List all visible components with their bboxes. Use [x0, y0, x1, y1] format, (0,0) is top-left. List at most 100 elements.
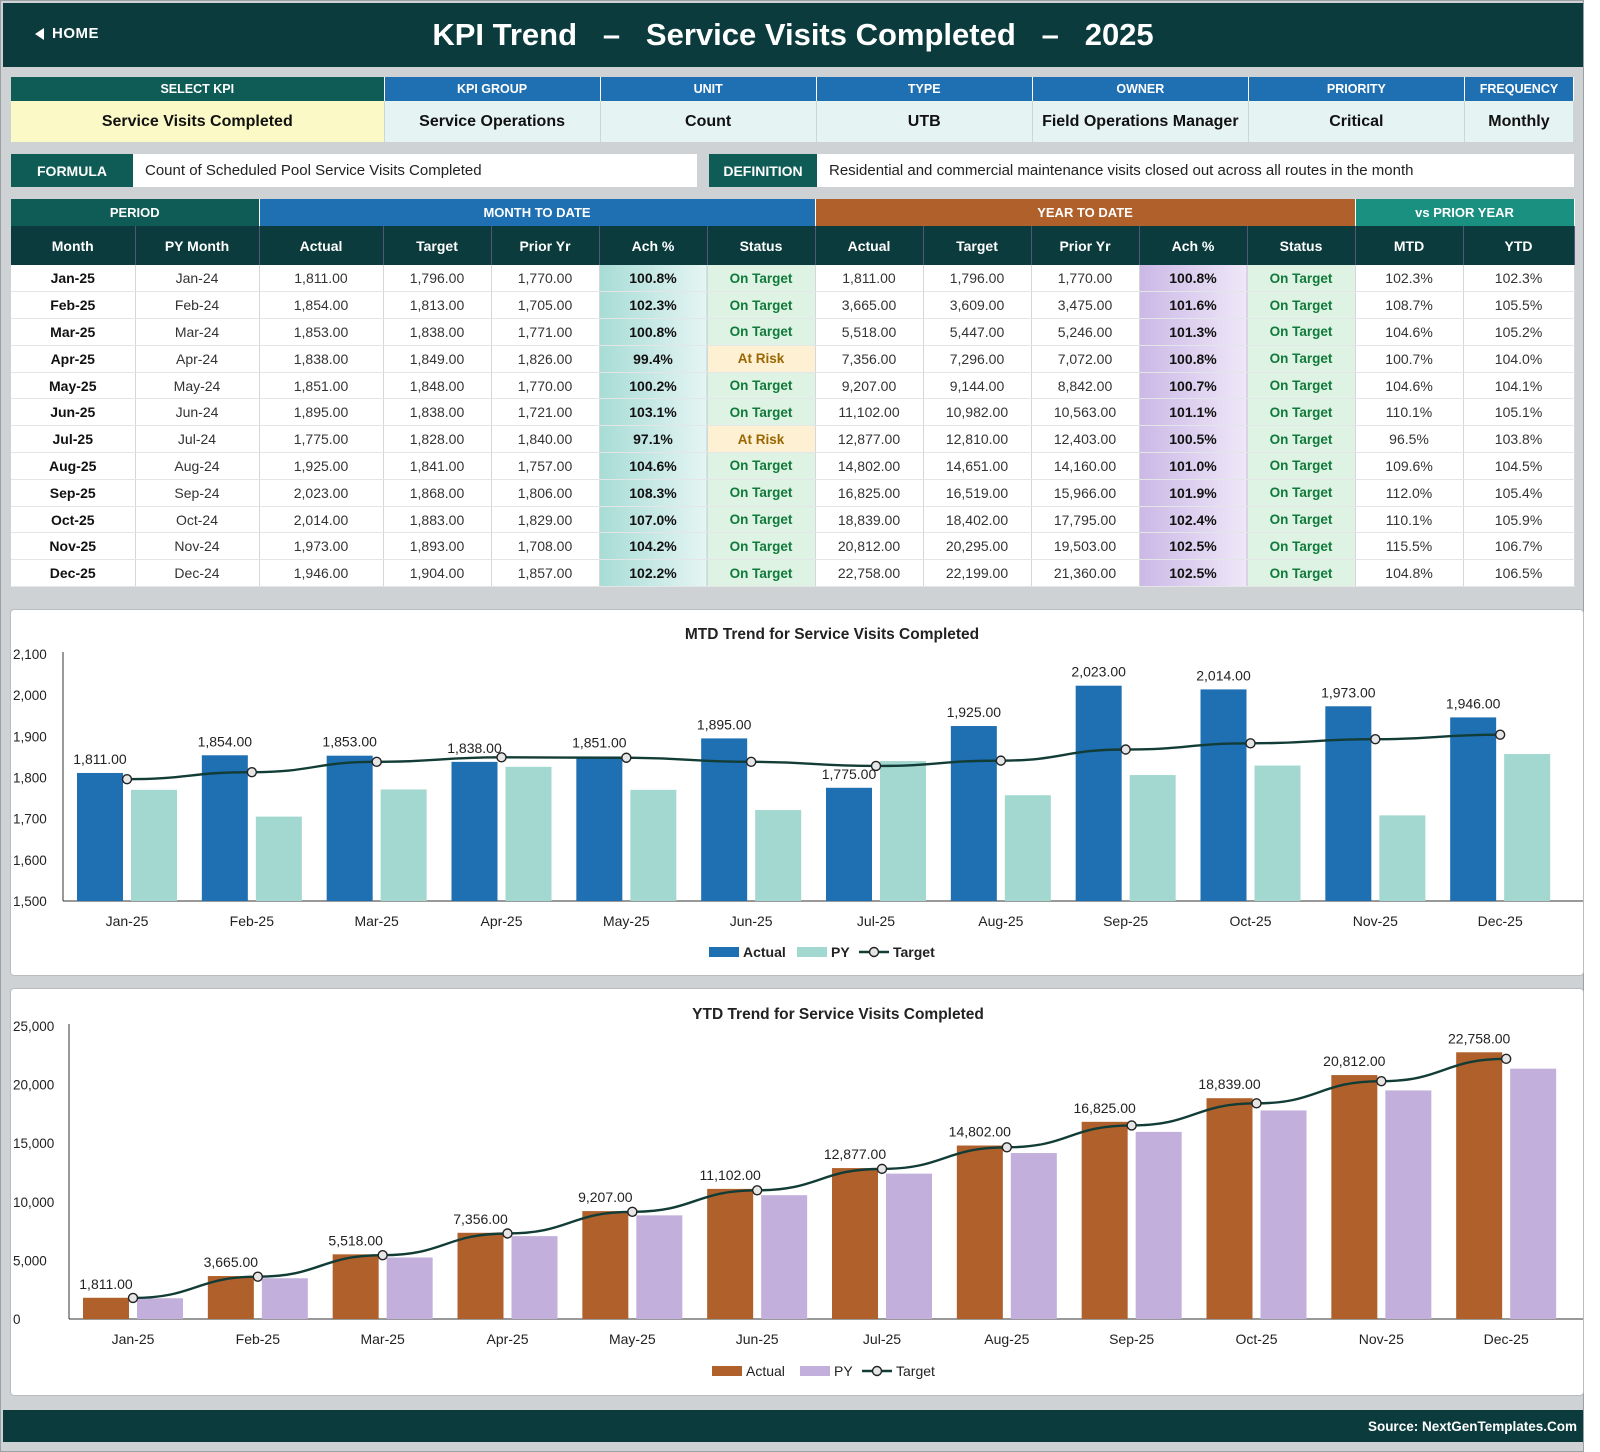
table-cell: 100.8%: [1139, 345, 1248, 373]
data-label: 20,812.00: [1323, 1053, 1385, 1069]
data-label: 2,014.00: [1196, 667, 1251, 683]
x-tick-label: Feb-25: [236, 1331, 281, 1347]
table-cell: 115.5%: [1355, 532, 1464, 561]
actual-bar: [457, 1232, 504, 1319]
table-cell: 1,757.00: [491, 452, 600, 480]
table-cell: 12,403.00: [1031, 425, 1140, 454]
column-header: Ach %: [599, 226, 708, 265]
actual-bar: [207, 1276, 254, 1319]
legend-target-label: Target: [893, 944, 935, 960]
vs-prior-year-group-header: vs PRIOR YEAR: [1355, 199, 1575, 226]
table-cell: Jul-24: [135, 425, 260, 454]
data-label: 11,102.00: [700, 1167, 761, 1183]
target-marker: [252, 1271, 264, 1282]
y-tick-label: 10,000: [13, 1195, 54, 1210]
owner-header: OWNER: [1032, 77, 1249, 101]
table-cell: Sep-24: [135, 479, 260, 507]
y-tick-label: 2,100: [13, 647, 47, 662]
legend-py-swatch: [797, 947, 827, 957]
definition-label: DEFINITION: [709, 154, 817, 187]
actual-bar: [326, 755, 373, 901]
table-cell: 1,868.00: [383, 479, 492, 507]
back-arrow-icon: [35, 27, 44, 40]
table-body: Jan-25 Jan-24 1,811.00 1,796.00 1,770.00 100.…: [11, 265, 1575, 588]
page-title: KPI Trend – Service Visits Completed – 2…: [432, 17, 1154, 52]
y-tick-label: 1,700: [13, 812, 47, 827]
table-cell: On Target: [1247, 532, 1356, 561]
table-cell: 1,838.00: [383, 398, 492, 427]
table-cell: 11,102.00: [815, 398, 924, 427]
table-cell: 99.4%: [599, 345, 708, 373]
table-row: Jan-25 Jan-24 1,811.00 1,796.00 1,770.00 100.…: [11, 265, 1575, 293]
column-header: Actual: [259, 226, 384, 265]
priority-header: PRIORITY: [1248, 77, 1465, 101]
target-marker: [745, 756, 757, 768]
ytd-chart-svg: YTD Trend for Service Visits Completed 0 5…: [13, 1006, 1583, 1379]
table-cell: 14,651.00: [923, 452, 1032, 480]
data-label: 7,356.00: [453, 1211, 508, 1227]
table-cell: 104.1%: [1463, 372, 1575, 400]
table-cell: 105.9%: [1463, 506, 1575, 534]
table-cell: 1,811.00: [259, 265, 384, 293]
data-label: 1,775.00: [822, 766, 877, 782]
home-label: HOME: [52, 25, 99, 42]
py-bar: [1004, 795, 1051, 901]
table-cell: 1,771.00: [491, 318, 600, 346]
data-label: 22,758.00: [1448, 1030, 1510, 1046]
table-cell: 7,296.00: [923, 345, 1032, 373]
ytd-group-header: YEAR TO DATE: [815, 199, 1356, 226]
x-tick-label: Jul-25: [863, 1331, 901, 1347]
actual-bar: [1200, 689, 1247, 901]
table-cell: 7,356.00: [815, 345, 924, 373]
table-cell: 101.1%: [1139, 398, 1248, 427]
column-header: Target: [923, 226, 1032, 265]
table-cell: On Target: [1247, 372, 1356, 400]
table-cell: Aug-25: [11, 452, 136, 480]
home-button[interactable]: HOME: [35, 25, 99, 42]
table-cell: 109.6%: [1355, 452, 1464, 480]
x-tick-label: Jul-25: [857, 913, 895, 929]
x-tick-label: Oct-25: [1229, 913, 1271, 929]
mtd-group-header: MONTH TO DATE: [259, 199, 816, 226]
table-cell: 1,840.00: [491, 425, 600, 454]
table-row: Jul-25 Jul-24 1,775.00 1,828.00 1,840.00 97.1…: [11, 425, 1575, 454]
x-tick-label: May-25: [609, 1331, 656, 1347]
table-cell: 1,811.00: [815, 265, 924, 293]
py-bar: [255, 816, 302, 901]
select-kpi-header: SELECT KPI: [11, 77, 385, 101]
data-label: 1,851.00: [572, 735, 627, 751]
column-header: MTD: [1355, 226, 1464, 265]
py-bar: [386, 1257, 433, 1319]
source-text: Source: NextGenTemplates.Com: [1367, 1418, 1577, 1434]
legend-py-label: PY: [831, 944, 850, 960]
unit-value: Count: [600, 101, 817, 142]
table-cell: 100.5%: [1139, 425, 1248, 454]
table-cell: 1,838.00: [383, 318, 492, 346]
actual-bar: [950, 726, 997, 901]
target-marker: [502, 1228, 513, 1239]
py-bar: [636, 1215, 683, 1319]
x-tick-label: Oct-25: [1235, 1331, 1277, 1347]
table-cell: 103.8%: [1463, 425, 1575, 454]
table-cell: 10,982.00: [923, 398, 1032, 427]
table-row: May-25 May-24 1,851.00 1,848.00 1,770.00 100.…: [11, 372, 1575, 400]
table-cell: On Target: [707, 532, 816, 561]
column-header: Status: [1247, 226, 1356, 265]
table-cell: Apr-25: [11, 345, 136, 373]
table-cell: On Target: [707, 372, 816, 400]
table-cell: 102.4%: [1139, 506, 1248, 534]
target-marker: [751, 1185, 763, 1196]
select-kpi-dropdown[interactable]: Service Visits Completed: [11, 101, 385, 142]
table-cell: 1,775.00: [259, 425, 384, 454]
target-marker: [496, 752, 507, 763]
table-cell: On Target: [1247, 425, 1356, 454]
table-cell: On Target: [707, 479, 816, 507]
table-cell: 100.2%: [599, 372, 708, 400]
py-bar: [880, 761, 926, 901]
table-row: Dec-25 Dec-24 1,946.00 1,904.00 1,857.00 102.…: [11, 559, 1575, 588]
actual-bar: [707, 1188, 754, 1319]
target-marker: [1001, 1142, 1013, 1153]
x-tick-label: May-25: [603, 913, 650, 929]
data-label: 16,825.00: [1074, 1100, 1136, 1116]
y-tick-label: 1,800: [13, 771, 47, 786]
